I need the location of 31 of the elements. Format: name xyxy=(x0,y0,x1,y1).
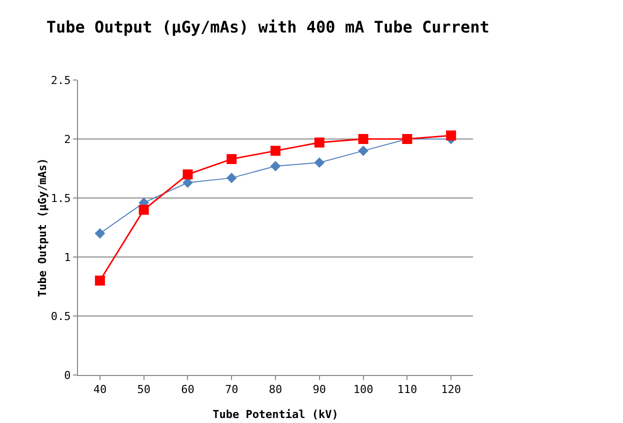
point xyxy=(314,138,324,148)
chart-title: Tube Output (µGy/mAs) with 400 mA Tube Current xyxy=(46,17,490,36)
point xyxy=(358,146,368,156)
x-axis-title: Tube Potential (kV) xyxy=(212,408,338,421)
x-tick-label: 80 xyxy=(268,383,282,396)
y-tick-label: 0 xyxy=(64,368,71,382)
point xyxy=(226,172,237,184)
point xyxy=(446,130,456,140)
y-tick-label: 0.5 xyxy=(50,310,71,323)
x-tick-label: 60 xyxy=(181,383,194,396)
x-tick-label: 110 xyxy=(397,383,418,396)
point xyxy=(138,204,149,215)
x-tick-label: 90 xyxy=(312,383,326,396)
y-tick-label: 2.5 xyxy=(50,74,71,87)
x-tick-label: 50 xyxy=(137,383,150,396)
point xyxy=(270,146,280,156)
y-tick-label: 1 xyxy=(64,250,71,264)
point xyxy=(226,154,237,164)
point xyxy=(94,276,105,286)
point xyxy=(182,169,193,180)
x-tick-label: 100 xyxy=(353,383,374,396)
point xyxy=(270,160,281,172)
point xyxy=(94,228,106,239)
point xyxy=(358,134,368,144)
y-tick-label: 2 xyxy=(64,132,71,146)
point xyxy=(314,157,325,168)
y-axis-title: Tube Output (µGy/mAs) xyxy=(36,158,49,298)
x-tick-label: 40 xyxy=(93,383,107,396)
x-tick-label: 120 xyxy=(441,383,461,396)
y-tick-label: 1.5 xyxy=(50,192,71,205)
x-tick-label: 70 xyxy=(224,383,238,396)
